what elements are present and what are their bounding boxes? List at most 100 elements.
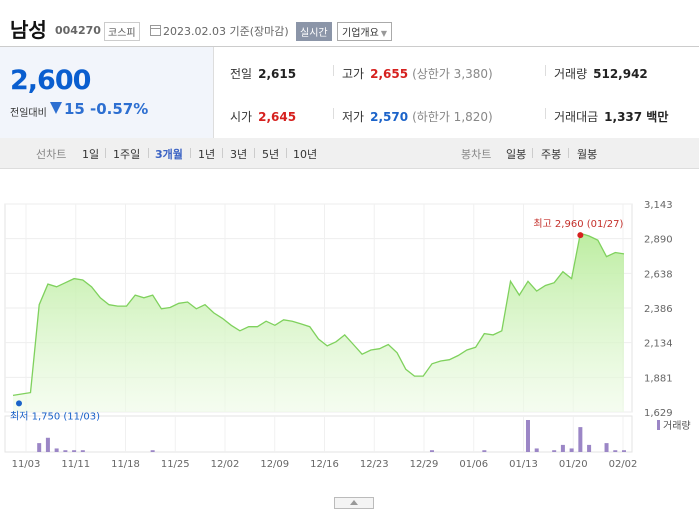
x-tick-label: 12/02 xyxy=(211,459,240,470)
tab-1w[interactable]: 1주일 xyxy=(113,148,141,161)
volume-bar xyxy=(72,450,77,452)
price-summary: 2,600 전일대비 15 -0.57% 전일 2,615 고가 2,655 (상한가… xyxy=(0,46,699,139)
x-tick-label: 12/16 xyxy=(310,459,339,470)
calendar-icon xyxy=(150,25,161,36)
change-label: 전일대비 xyxy=(10,108,47,119)
x-tick-label: 11/03 xyxy=(12,459,41,470)
divider xyxy=(105,148,106,158)
volume-panel-frame xyxy=(4,415,633,453)
line-chart-label: 선차트 xyxy=(36,148,67,161)
y-tick-label: 1,881 xyxy=(644,373,673,384)
chevron-down-icon: ▼ xyxy=(380,29,387,38)
tab-5y[interactable]: 5년 xyxy=(262,148,280,161)
divider xyxy=(545,108,546,119)
y-tick-label: 2,386 xyxy=(644,304,673,315)
stock-code: 004270 xyxy=(55,24,101,37)
volume-bar xyxy=(80,450,85,452)
tab-daily[interactable]: 일봉 xyxy=(506,148,527,161)
amount-label: 거래대금 xyxy=(554,110,599,124)
volume-bar xyxy=(534,448,539,452)
price-line xyxy=(12,232,625,397)
change-value: 15 xyxy=(64,100,85,118)
divider xyxy=(254,148,255,158)
upper-limit: (상한가 3,380) xyxy=(412,67,493,81)
y-tick-label: 3,143 xyxy=(644,200,673,211)
x-tick-label: 12/09 xyxy=(260,459,289,470)
y-tick-label: 2,890 xyxy=(644,235,673,246)
prev-close-value: 2,615 xyxy=(258,67,297,81)
divider xyxy=(148,148,149,158)
volume-label: 거래량 xyxy=(554,67,588,81)
tab-3y[interactable]: 3년 xyxy=(230,148,248,161)
open-cell: 시가 2,645 xyxy=(230,108,296,125)
stock-name: 남성 xyxy=(10,18,47,42)
volume-bar xyxy=(54,448,59,452)
volume-value: 512,942 xyxy=(593,67,648,81)
prev-close-cell: 전일 2,615 xyxy=(230,65,296,82)
divider xyxy=(222,148,223,158)
y-tick-label: 2,638 xyxy=(644,269,673,280)
divider xyxy=(545,65,546,76)
low-annotation: 최저 1,750 (11/03) xyxy=(10,410,100,422)
x-tick-label: 01/06 xyxy=(459,459,488,470)
volume-legend-label: 거래량 xyxy=(663,420,691,432)
low-marker xyxy=(16,400,22,407)
divider xyxy=(532,148,533,158)
volume-cell: 거래량 512,942 xyxy=(554,65,648,82)
high-marker xyxy=(577,232,584,239)
volume-bar xyxy=(622,450,626,452)
tab-weekly[interactable]: 주봉 xyxy=(541,148,562,161)
candle-chart-label: 봉차트 xyxy=(461,148,492,161)
lower-limit: (하한가 1,820) xyxy=(412,110,493,124)
tab-3m[interactable]: 3개월 xyxy=(155,148,183,161)
volume-bar xyxy=(613,450,618,452)
down-arrow-icon xyxy=(50,102,62,114)
y-tick-label: 1,629 xyxy=(644,408,673,419)
chart-tabs: 선차트 1일 1주일 3개월 1년 3년 5년 10년 봉차트 일봉 주봉 월봉 xyxy=(0,138,699,169)
high-value: 2,655 xyxy=(370,67,409,81)
open-value: 2,645 xyxy=(258,110,297,124)
x-tick-label: 01/20 xyxy=(559,459,588,470)
x-tick-label: 12/23 xyxy=(360,459,389,470)
high-label: 고가 xyxy=(342,67,365,81)
high-annotation: 최고 2,960 (01/27) xyxy=(533,218,623,230)
tab-10y[interactable]: 10년 xyxy=(293,148,318,161)
price-area xyxy=(13,233,624,412)
volume-bar xyxy=(552,450,557,452)
current-price: 2,600 xyxy=(10,65,91,96)
volume-bar xyxy=(482,450,487,452)
collapse-handle[interactable] xyxy=(334,497,374,509)
open-label: 시가 xyxy=(230,110,253,124)
amount-value: 1,337 백만 xyxy=(604,110,669,124)
tab-monthly[interactable]: 월봉 xyxy=(577,148,598,161)
volume-bar xyxy=(604,443,609,452)
divider xyxy=(286,148,287,158)
volume-bar xyxy=(560,444,565,452)
company-overview-label: 기업개요 xyxy=(342,28,379,39)
x-tick-label: 01/13 xyxy=(509,459,538,470)
volume-bar xyxy=(569,448,574,452)
y-tick-label: 2,134 xyxy=(644,339,673,350)
realtime-button[interactable]: 실시간 xyxy=(296,22,332,41)
divider xyxy=(333,65,334,76)
volume-bar xyxy=(63,450,68,452)
market-badge: 코스피 xyxy=(104,22,140,41)
low-cell: 저가 2,570 (하한가 1,820) xyxy=(342,108,493,125)
x-tick-label: 11/25 xyxy=(161,459,190,470)
x-tick-label: 02/02 xyxy=(609,459,638,470)
volume-bar xyxy=(429,450,434,452)
tab-1y[interactable]: 1년 xyxy=(198,148,216,161)
volume-legend-swatch xyxy=(657,420,660,430)
price-chart: 3,143 2,890 2,638 2,386 2,134 1,881 1,629 11/03… xyxy=(4,200,691,470)
tab-1d[interactable]: 1일 xyxy=(82,148,100,161)
low-label: 저가 xyxy=(342,110,365,124)
company-overview-button[interactable]: 기업개요 ▼ xyxy=(337,22,392,41)
date-text: 2023.02.03 기준(장마감) xyxy=(163,25,289,38)
change-percent: -0.57% xyxy=(90,100,149,118)
divider xyxy=(190,148,191,158)
divider xyxy=(568,148,569,158)
volume-bar xyxy=(578,427,583,452)
stock-header: 남성 004270 코스피 2023.02.03 기준(장마감) 실시간 기업개… xyxy=(0,0,699,46)
volume-bar xyxy=(37,443,42,452)
volume-bar xyxy=(150,450,155,452)
